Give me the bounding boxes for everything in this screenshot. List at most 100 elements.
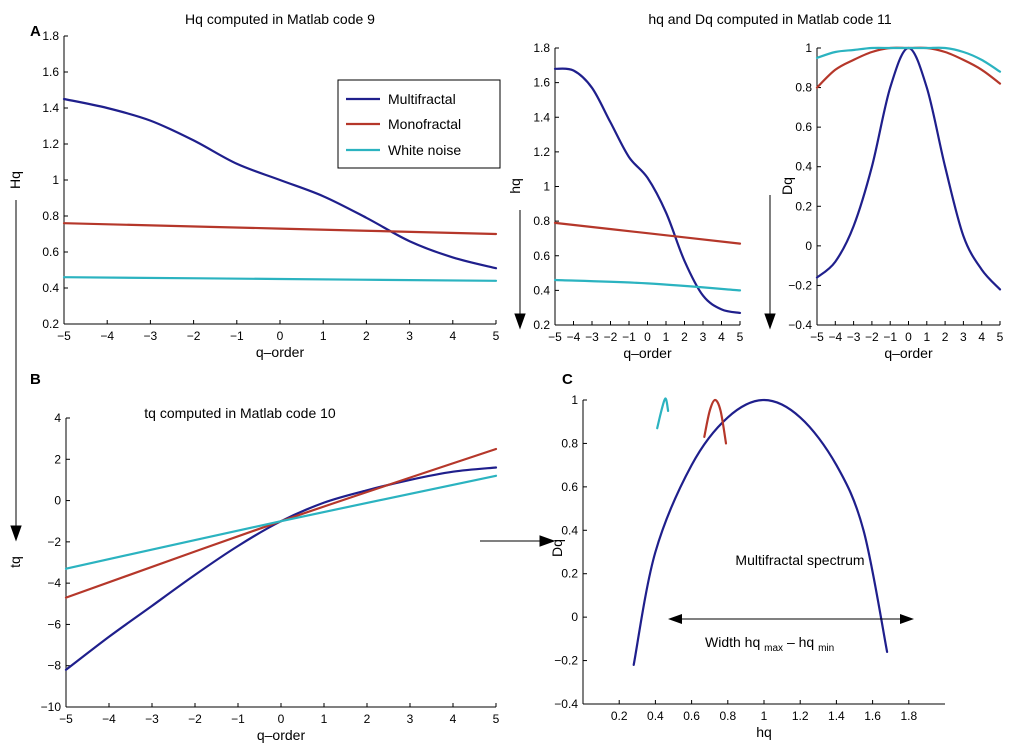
y-tick-label-tq: −6 bbox=[47, 617, 61, 631]
x-tick-label-spectrum: 1.8 bbox=[900, 709, 917, 723]
x-axis-label-hq: q–order bbox=[256, 344, 305, 360]
y-axis-label-dq: Dq bbox=[779, 177, 795, 195]
x-tick-label-hq: 1 bbox=[320, 329, 327, 343]
y-tick-label-dq: 0.8 bbox=[795, 81, 812, 95]
y-tick-label-dq: 0.2 bbox=[795, 199, 812, 213]
series-line-multifractal-tq bbox=[64, 466, 498, 671]
series-line-monofractal-tq bbox=[64, 447, 498, 599]
x-tick-label-dq: −3 bbox=[847, 330, 861, 344]
y-tick-label-spectrum: 0.6 bbox=[561, 480, 578, 494]
y-tick-label-hq: 0.8 bbox=[42, 209, 59, 223]
y-tick-label-spectrum: 0 bbox=[571, 610, 578, 624]
y-axis-label-hq: hq bbox=[507, 178, 523, 194]
x-axis-label-spectrum: hq bbox=[756, 724, 772, 740]
width-arrow-head-right bbox=[900, 614, 914, 624]
x-axis-label-tq: q–order bbox=[257, 727, 306, 743]
arrow-tq-to-spectrum-head bbox=[539, 535, 556, 547]
x-tick-label-hq: 2 bbox=[681, 330, 688, 344]
panel-letter-c: C bbox=[562, 371, 573, 388]
series-line-white-noise-dq bbox=[815, 46, 1002, 73]
series-line-monofractal-spectrum bbox=[703, 398, 728, 445]
x-tick-label-hq: −1 bbox=[230, 329, 244, 343]
width-label: Width hq max – hq min bbox=[705, 634, 834, 654]
y-tick-label-hq: 1.2 bbox=[42, 137, 59, 151]
panel-letter-b: B bbox=[30, 371, 41, 388]
y-tick-label-hq: 1.2 bbox=[533, 145, 550, 159]
axes-Dq: −5 −4 −3 −2 −1 0 1 2 3 4 5−0.4−0.200.20.40.60.81q–… bbox=[779, 41, 1004, 361]
x-tick-label-hq: 5 bbox=[493, 329, 500, 343]
x-tick-label-hq: 4 bbox=[449, 329, 456, 343]
x-tick-label-spectrum: 0.4 bbox=[647, 709, 664, 723]
axes-spectrum: 0.2 0.4 0.6 0.8 1 1.2 1.4 1.6 1.8 −0.4 −0.2 0 0.2 0.4… bbox=[549, 393, 945, 740]
y-tick-label-hq: 0.6 bbox=[533, 249, 550, 263]
x-tick-label-hq: 0 bbox=[644, 330, 651, 344]
x-tick-label-hq: −3 bbox=[144, 329, 158, 343]
axes-Hq: −5 −4 −3 −2 −1 0 1 2 3 4 5 0.2 0.4 0.6 0.8 1 1.2 1.4 1.6 1.… bbox=[7, 29, 500, 360]
y-tick-label-tq: −4 bbox=[47, 576, 61, 590]
x-tick-label-tq: 5 bbox=[493, 712, 500, 726]
legend-label-monofractal: Monofractal bbox=[388, 116, 461, 132]
y-tick-label-dq: 0.6 bbox=[795, 120, 812, 134]
y-tick-label-spectrum: −0.4 bbox=[554, 697, 578, 711]
x-tick-label-hq: 3 bbox=[700, 330, 707, 344]
x-tick-label-dq: 4 bbox=[978, 330, 985, 344]
width-label-min-sub: min bbox=[818, 643, 834, 654]
y-tick-label-spectrum: 0.4 bbox=[561, 523, 578, 537]
y-tick-label-hq: 0.6 bbox=[42, 245, 59, 259]
x-tick-label-spectrum: 0.6 bbox=[683, 709, 700, 723]
x-tick-label-dq: 0 bbox=[905, 330, 912, 344]
arrow-hq-down-head bbox=[514, 313, 526, 330]
y-tick-label-dq: 0.4 bbox=[795, 160, 812, 174]
y-tick-label-hq: 1.8 bbox=[533, 41, 550, 55]
x-tick-label-tq: 4 bbox=[450, 712, 457, 726]
x-tick-label-hq: 0 bbox=[277, 329, 284, 343]
y-axis-label-tq: tq bbox=[7, 556, 23, 568]
y-tick-label-tq: 4 bbox=[54, 411, 61, 425]
y-tick-label-hq: 1.6 bbox=[533, 76, 550, 90]
y-tick-label-spectrum: 0.8 bbox=[561, 436, 578, 450]
series-line-white-noise-hq bbox=[553, 278, 742, 292]
series-line-multifractal-hq bbox=[62, 97, 498, 270]
x-tick-label-hq: −5 bbox=[548, 330, 562, 344]
x-tick-label-hq: 5 bbox=[737, 330, 744, 344]
legend-label-multifractal: Multifractal bbox=[388, 91, 456, 107]
title-hq-dq-panels: hq and Dq computed in Matlab code 11 bbox=[648, 11, 892, 27]
x-tick-label-tq: −4 bbox=[102, 712, 116, 726]
x-tick-label-dq: 2 bbox=[942, 330, 949, 344]
x-tick-label-tq: 2 bbox=[364, 712, 371, 726]
x-tick-label-tq: 3 bbox=[407, 712, 414, 726]
x-tick-label-hq: 3 bbox=[406, 329, 413, 343]
y-axis-label-spectrum: Dq bbox=[549, 539, 565, 557]
y-tick-label-tq: 0 bbox=[54, 494, 61, 508]
width-label-dash: – hq bbox=[787, 634, 814, 650]
arrow-hq-to-tq-head bbox=[10, 525, 22, 542]
x-tick-label-tq: −5 bbox=[59, 712, 73, 726]
title-tq-panel: tq computed in Matlab code 10 bbox=[144, 405, 336, 421]
width-label-max-sub: max bbox=[764, 643, 783, 654]
y-tick-label-spectrum: 1 bbox=[571, 393, 578, 407]
y-tick-label-hq: 1.4 bbox=[533, 110, 550, 124]
x-axis-label-dq: q–order bbox=[884, 345, 933, 361]
panel-letter-a: A bbox=[30, 23, 41, 40]
y-tick-label-hq: 0.2 bbox=[42, 317, 59, 331]
x-tick-label-spectrum: 0.2 bbox=[611, 709, 628, 723]
series-line-multifractal-hq bbox=[553, 67, 742, 314]
series-line-white-noise-hq bbox=[62, 276, 498, 282]
y-tick-label-hq: 1 bbox=[52, 173, 59, 187]
y-tick-label-hq: 0.2 bbox=[533, 318, 550, 332]
x-axis-label-hq: q–order bbox=[623, 345, 672, 361]
y-tick-label-dq: −0.2 bbox=[788, 278, 812, 292]
x-tick-label-tq: 0 bbox=[278, 712, 285, 726]
x-tick-label-dq: −1 bbox=[883, 330, 897, 344]
y-tick-label-hq: 1.6 bbox=[42, 65, 59, 79]
y-tick-label-tq: −10 bbox=[41, 700, 62, 714]
connector-arrows bbox=[10, 195, 776, 547]
y-axis-label-hq: Hq bbox=[7, 171, 23, 189]
width-arrow bbox=[668, 614, 914, 624]
series-line-monofractal-hq bbox=[553, 221, 742, 245]
y-tick-label-tq: 2 bbox=[54, 452, 61, 466]
x-tick-label-dq: −2 bbox=[865, 330, 879, 344]
y-tick-label-spectrum: −0.2 bbox=[554, 654, 578, 668]
x-tick-label-hq: −4 bbox=[567, 330, 581, 344]
